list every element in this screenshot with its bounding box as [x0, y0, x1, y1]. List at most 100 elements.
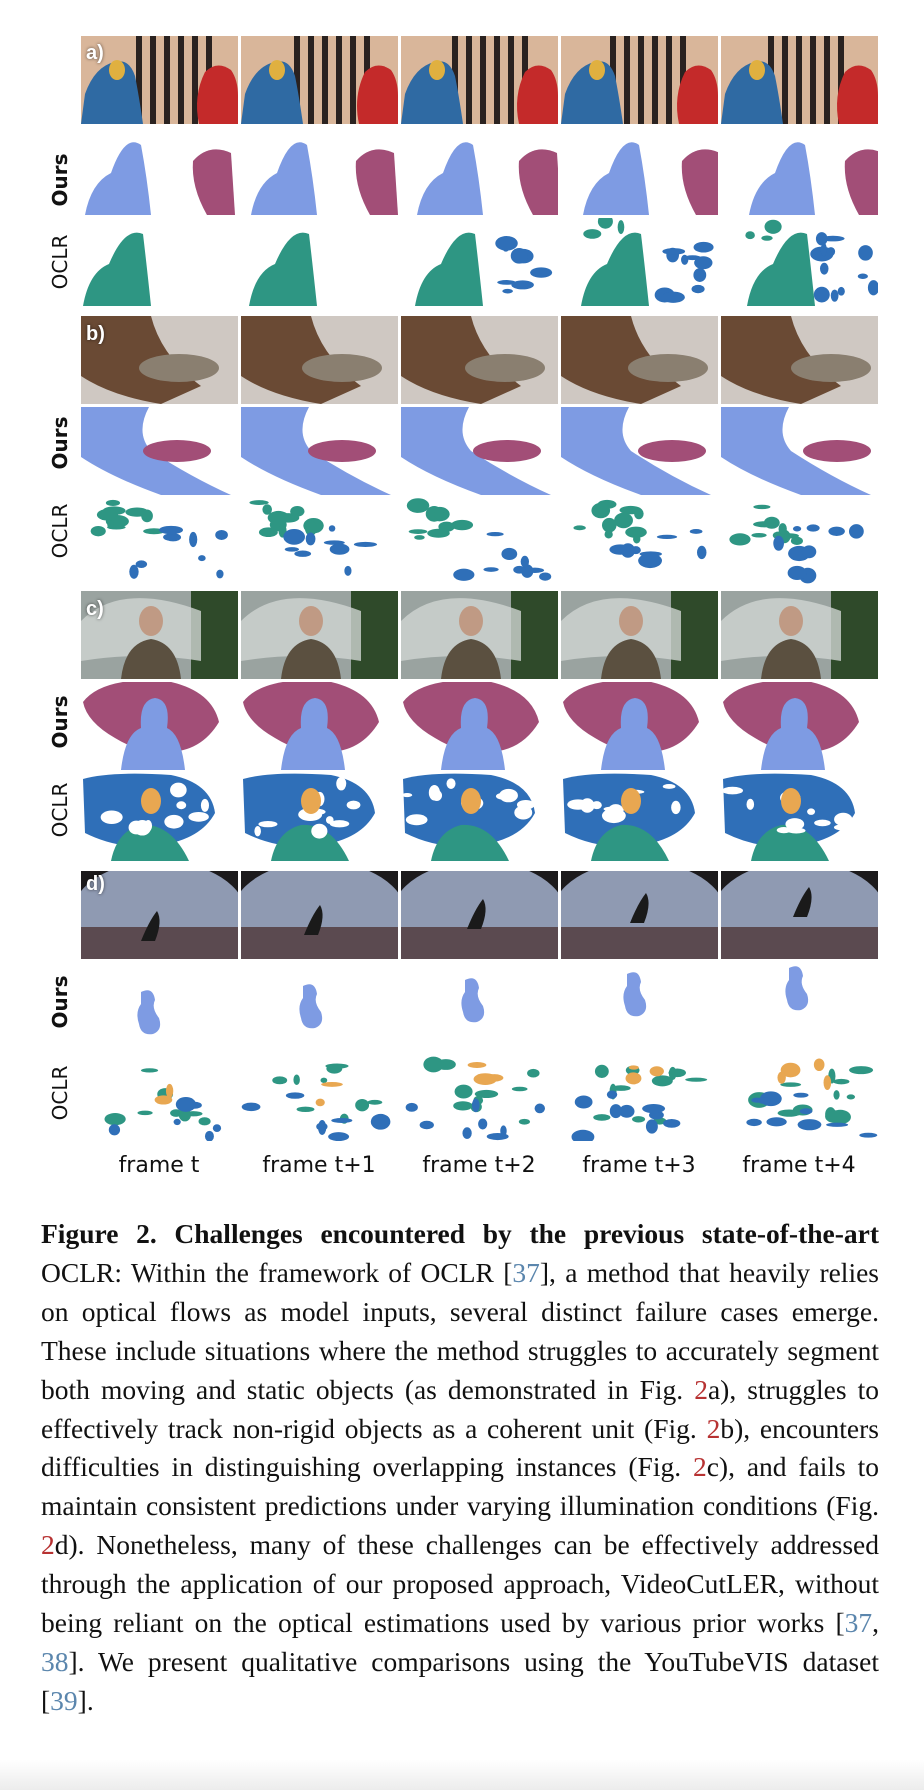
mask-fragment [90, 526, 106, 537]
mask-fragment [633, 534, 641, 544]
figure-ref-2c[interactable]: 2 [692, 1451, 707, 1483]
panel-a-oclr-mask-frame-2 [415, 232, 553, 306]
mask-primary [85, 142, 151, 215]
mask-fragment [601, 517, 617, 533]
mask-fragment [834, 812, 853, 826]
citation-39[interactable]: 39 [50, 1684, 78, 1716]
mask-fragment [694, 256, 713, 270]
window-bar [824, 36, 830, 124]
mask-fragment [867, 280, 878, 296]
mask-fragment [154, 1095, 173, 1105]
panel-c-oclr-mask-frame-3 [563, 773, 695, 861]
caption-text: ]. [77, 1684, 94, 1716]
mask-fragment [511, 1086, 528, 1092]
panel-c-letter: c) [86, 598, 104, 620]
panel-c-photo-frame-4 [721, 591, 878, 679]
mask-primary [137, 990, 161, 1035]
cell-content [401, 591, 558, 679]
citation-37[interactable]: 37 [844, 1607, 873, 1639]
cell-content [241, 36, 398, 124]
mask-fragment [499, 788, 518, 803]
window-bar [652, 36, 658, 124]
mask-fragment [212, 1124, 222, 1132]
window-bar [480, 36, 486, 124]
mask-fragment [249, 500, 269, 505]
cell-content [90, 499, 228, 579]
cell-content [623, 972, 647, 1017]
mask-fragment [826, 1122, 849, 1127]
mask-secondary [803, 440, 871, 462]
mask-fragment [370, 1113, 391, 1130]
panel-a-photo-frame-4 [721, 36, 878, 124]
mask-fragment [628, 1065, 639, 1070]
cell-content [583, 142, 718, 215]
mask-fragment [96, 509, 118, 521]
mask-fragment [820, 242, 827, 257]
figure-ref-2d[interactable]: 2 [41, 1529, 55, 1561]
mask-fragment [634, 508, 644, 520]
blue-parrot [241, 61, 303, 124]
mask-fragment [721, 786, 743, 795]
parrot-head [269, 60, 285, 80]
mask-fragment [846, 1094, 856, 1100]
caption-text: ], a method that heavily relies on optic… [41, 1256, 879, 1405]
cell-content [81, 316, 238, 404]
row-label-oclr-a: OCLR [48, 234, 72, 290]
mask-fragment [405, 814, 428, 826]
panel-a-oclr-mask-frame-3 [581, 218, 714, 306]
mask-fragment [625, 526, 647, 538]
mask-fragment [173, 1118, 181, 1126]
figure-ref-2a[interactable]: 2 [694, 1373, 708, 1405]
frame-label-t2: frame t+2 [422, 1153, 536, 1178]
mask-fragment [813, 1058, 825, 1072]
person-body [281, 639, 341, 679]
mask-fragment [401, 793, 413, 798]
rock-or-arm [561, 316, 681, 404]
mask-fragment [433, 507, 444, 520]
citation-38[interactable]: 38 [41, 1645, 69, 1677]
cell-content [785, 966, 809, 1011]
panel-d-oclr-mask-frame-1 [241, 1063, 391, 1141]
mask-fragment [806, 524, 820, 532]
cell-content [746, 1058, 878, 1138]
mask-fragment [746, 798, 755, 810]
mask-fragment [321, 1082, 343, 1087]
mask-fragment [625, 1072, 642, 1085]
mask-fragment [606, 1090, 618, 1099]
cell-content [81, 36, 238, 124]
mask-fragment [100, 810, 123, 825]
caption-text: b), encounters difficulties in distingui… [41, 1412, 879, 1483]
figure-ref-2b[interactable]: 2 [706, 1412, 721, 1444]
panel-b-oclr-mask-frame-1 [249, 500, 378, 576]
mask-fragment [293, 1074, 300, 1086]
panel-a-oclr-mask-frame-1 [249, 232, 317, 306]
mask-fragment [329, 543, 350, 555]
figure-grid [81, 36, 878, 1141]
panel-b-photo-frame-0 [81, 316, 238, 404]
panel-b-ours-mask-frame-3 [561, 407, 711, 495]
mask-fragment [414, 535, 425, 540]
mask-fragment [107, 520, 114, 529]
mask-fragment [778, 523, 787, 535]
mask-fragment [662, 783, 676, 789]
mask-fragment [254, 826, 261, 837]
mask-fragment [614, 512, 633, 529]
mask-primary [441, 698, 505, 770]
citation-37[interactable]: 37 [512, 1256, 540, 1288]
panel-d-photo-frame-2 [401, 871, 558, 959]
mask-fragment [483, 567, 499, 572]
window-bar [178, 36, 184, 124]
mask-teal [83, 232, 151, 306]
mask-fragment [858, 245, 873, 261]
panel-c-oclr-mask-frame-0 [83, 773, 215, 861]
caption-text: OCLR: Within the framework of OCLR [ [41, 1256, 513, 1288]
mask-fragment [454, 1084, 473, 1099]
mask-primary [601, 698, 665, 770]
mask-fragment [320, 1077, 328, 1083]
mask-fragment [336, 776, 347, 791]
ground [241, 927, 398, 959]
mask-fragment [571, 1129, 595, 1141]
panel-b-ours-mask-frame-4 [721, 407, 871, 495]
mask-fragment [453, 568, 475, 581]
cell-content [561, 36, 718, 124]
